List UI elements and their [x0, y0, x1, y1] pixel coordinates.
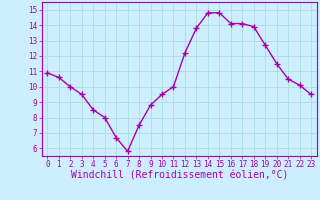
X-axis label: Windchill (Refroidissement éolien,°C): Windchill (Refroidissement éolien,°C)	[70, 171, 288, 181]
